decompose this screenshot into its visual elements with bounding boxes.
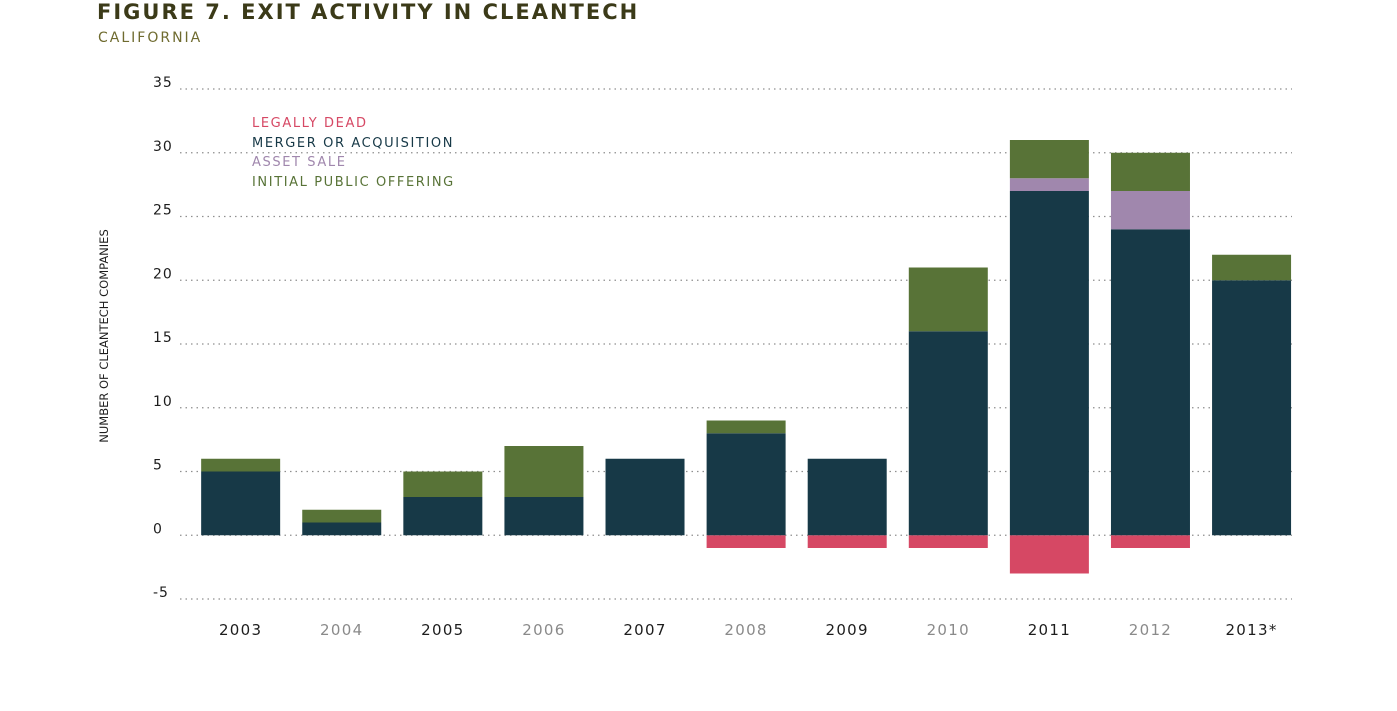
- figure-subtitle: CALIFORNIA: [98, 30, 203, 46]
- legend-item-asset-sale: ASSET SALE: [252, 155, 347, 171]
- bar-merger-or-acquisition: [201, 471, 281, 536]
- bar-initial-public-offering: [1212, 254, 1292, 281]
- bar-legally-dead: [1110, 535, 1190, 548]
- bar-merger-or-acquisition: [1110, 229, 1190, 536]
- y-tick-label: 30: [153, 139, 173, 155]
- figure-title: FIGURE 7. EXIT ACTIVITY IN CLEANTECH: [97, 0, 640, 24]
- x-tick-label: 2012: [1129, 621, 1172, 639]
- bar-initial-public-offering: [302, 509, 382, 523]
- y-axis-ticks: 35 30 25 20 15 10 5 0 -5: [153, 75, 173, 601]
- bar-merger-or-acquisition: [302, 522, 382, 536]
- y-tick-label: 0: [153, 521, 163, 537]
- x-tick-label: 2006: [522, 621, 565, 639]
- legend-item-merger-or-acquisition: MERGER OR ACQUISITION: [252, 135, 455, 151]
- bar-merger-or-acquisition: [1009, 191, 1089, 536]
- bars: [201, 140, 1292, 574]
- x-tick-label: 2004: [320, 621, 363, 639]
- y-tick-label: 35: [153, 75, 173, 91]
- bar-legally-dead: [908, 535, 988, 548]
- y-tick-label: 25: [153, 203, 173, 219]
- x-axis-ticks: 2003 2004 2005 2006 2007 2008 2009 2010 2011 2012…: [219, 621, 1277, 639]
- x-tick-label: 2013*: [1225, 621, 1277, 639]
- bar-initial-public-offering: [1009, 140, 1089, 179]
- y-axis-label: NUMBER OF CLEANTECH COMPANIES: [97, 229, 111, 443]
- x-tick-label: 2003: [219, 621, 262, 639]
- x-tick-label: 2011: [1028, 621, 1071, 639]
- y-tick-label: 5: [153, 458, 163, 474]
- bar-initial-public-offering: [201, 458, 281, 472]
- x-tick-label: 2008: [724, 621, 767, 639]
- bar-merger-or-acquisition: [1212, 280, 1292, 536]
- bar-legally-dead: [807, 535, 887, 548]
- x-tick-label: 2009: [826, 621, 869, 639]
- bar-legally-dead: [706, 535, 786, 548]
- y-tick-label: 10: [153, 394, 173, 410]
- bar-initial-public-offering: [504, 446, 584, 497]
- bar-merger-or-acquisition: [908, 331, 988, 536]
- bar-initial-public-offering: [706, 420, 786, 434]
- x-tick-label: 2010: [927, 621, 970, 639]
- bar-initial-public-offering: [1110, 152, 1190, 191]
- legend: LEGALLY DEAD MERGER OR ACQUISITION ASSET…: [252, 114, 455, 193]
- bar-merger-or-acquisition: [504, 497, 584, 536]
- bar-asset-sale: [1009, 178, 1089, 191]
- bar-merger-or-acquisition: [605, 458, 685, 536]
- x-tick-label: 2005: [421, 621, 464, 639]
- bar-initial-public-offering: [403, 471, 483, 497]
- bar-merger-or-acquisition: [706, 433, 786, 536]
- y-tick-label: -5: [153, 585, 169, 601]
- bar-merger-or-acquisition: [807, 458, 887, 536]
- bar-asset-sale: [1110, 191, 1190, 230]
- legend-item-legally-dead: LEGALLY DEAD: [252, 116, 368, 131]
- bar-legally-dead: [1009, 535, 1089, 574]
- bar-initial-public-offering: [908, 267, 988, 332]
- x-tick-label: 2007: [623, 621, 666, 639]
- bar-merger-or-acquisition: [403, 497, 483, 536]
- legend-item-initial-public-offering: INITIAL PUBLIC OFFERING: [252, 175, 455, 191]
- y-tick-label: 15: [153, 330, 173, 346]
- y-tick-label: 20: [153, 266, 173, 282]
